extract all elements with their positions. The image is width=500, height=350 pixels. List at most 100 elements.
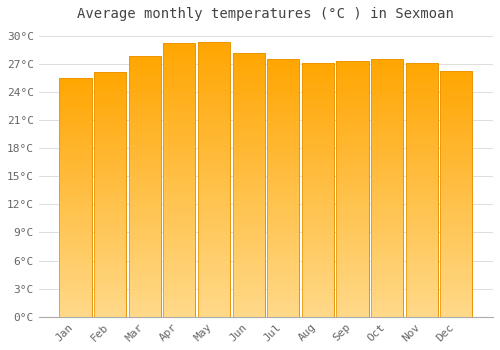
- Bar: [60, 149, 92, 154]
- Bar: [128, 218, 161, 223]
- Bar: [128, 259, 161, 265]
- Bar: [60, 274, 92, 279]
- Bar: [94, 243, 126, 248]
- Bar: [128, 291, 161, 296]
- Bar: [440, 258, 472, 263]
- Bar: [371, 219, 403, 224]
- Bar: [440, 307, 472, 312]
- Bar: [94, 229, 126, 234]
- Bar: [198, 202, 230, 207]
- Bar: [60, 169, 92, 173]
- Bar: [232, 190, 264, 195]
- Bar: [406, 256, 438, 261]
- Bar: [336, 107, 368, 112]
- Bar: [440, 292, 472, 297]
- Bar: [164, 262, 196, 267]
- Bar: [60, 302, 92, 307]
- Bar: [302, 119, 334, 124]
- Bar: [60, 226, 92, 231]
- Bar: [267, 80, 300, 85]
- Bar: [232, 158, 264, 163]
- Bar: [60, 78, 92, 317]
- Bar: [164, 235, 196, 240]
- Bar: [128, 161, 161, 166]
- Bar: [371, 173, 403, 178]
- Bar: [128, 275, 161, 280]
- Bar: [440, 312, 472, 317]
- Bar: [302, 236, 334, 240]
- Bar: [94, 292, 126, 297]
- Bar: [336, 225, 368, 230]
- Bar: [128, 270, 161, 275]
- Bar: [336, 256, 368, 260]
- Bar: [128, 166, 161, 171]
- Bar: [128, 82, 161, 88]
- Bar: [302, 63, 334, 68]
- Bar: [198, 141, 230, 147]
- Bar: [128, 108, 161, 114]
- Bar: [94, 121, 126, 126]
- Bar: [60, 259, 92, 264]
- Bar: [406, 63, 438, 317]
- Bar: [94, 185, 126, 190]
- Bar: [198, 185, 230, 190]
- Bar: [232, 280, 264, 285]
- Bar: [128, 301, 161, 306]
- Bar: [232, 132, 264, 137]
- Bar: [302, 114, 334, 119]
- Bar: [267, 116, 300, 121]
- Bar: [302, 281, 334, 286]
- Bar: [60, 145, 92, 149]
- Bar: [267, 75, 300, 80]
- Bar: [60, 83, 92, 88]
- Bar: [371, 64, 403, 69]
- Bar: [94, 199, 126, 204]
- Bar: [440, 224, 472, 229]
- Bar: [198, 92, 230, 97]
- Bar: [60, 188, 92, 193]
- Bar: [336, 296, 368, 301]
- Bar: [267, 275, 300, 281]
- Bar: [440, 86, 472, 91]
- Bar: [371, 136, 403, 141]
- Bar: [302, 205, 334, 210]
- Bar: [406, 251, 438, 256]
- Bar: [302, 134, 334, 139]
- Bar: [128, 72, 161, 77]
- Bar: [267, 147, 300, 152]
- Bar: [60, 193, 92, 197]
- Bar: [371, 307, 403, 312]
- Bar: [371, 100, 403, 105]
- Bar: [406, 175, 438, 180]
- Bar: [94, 209, 126, 214]
- Bar: [60, 111, 92, 116]
- Bar: [198, 295, 230, 300]
- Bar: [371, 157, 403, 162]
- Bar: [267, 141, 300, 147]
- Bar: [128, 249, 161, 254]
- Bar: [371, 188, 403, 193]
- Bar: [406, 159, 438, 164]
- Bar: [440, 174, 472, 179]
- Bar: [232, 174, 264, 180]
- Bar: [198, 125, 230, 130]
- Bar: [267, 234, 300, 239]
- Bar: [232, 238, 264, 243]
- Bar: [94, 234, 126, 239]
- Bar: [94, 282, 126, 287]
- Bar: [198, 251, 230, 257]
- Bar: [302, 200, 334, 205]
- Bar: [336, 76, 368, 82]
- Bar: [336, 215, 368, 219]
- Bar: [232, 111, 264, 116]
- Bar: [94, 204, 126, 209]
- Bar: [94, 111, 126, 116]
- Bar: [94, 165, 126, 170]
- Bar: [128, 192, 161, 197]
- Bar: [267, 90, 300, 95]
- Bar: [406, 276, 438, 281]
- Bar: [440, 199, 472, 204]
- Bar: [371, 162, 403, 167]
- Bar: [406, 190, 438, 195]
- Bar: [371, 75, 403, 80]
